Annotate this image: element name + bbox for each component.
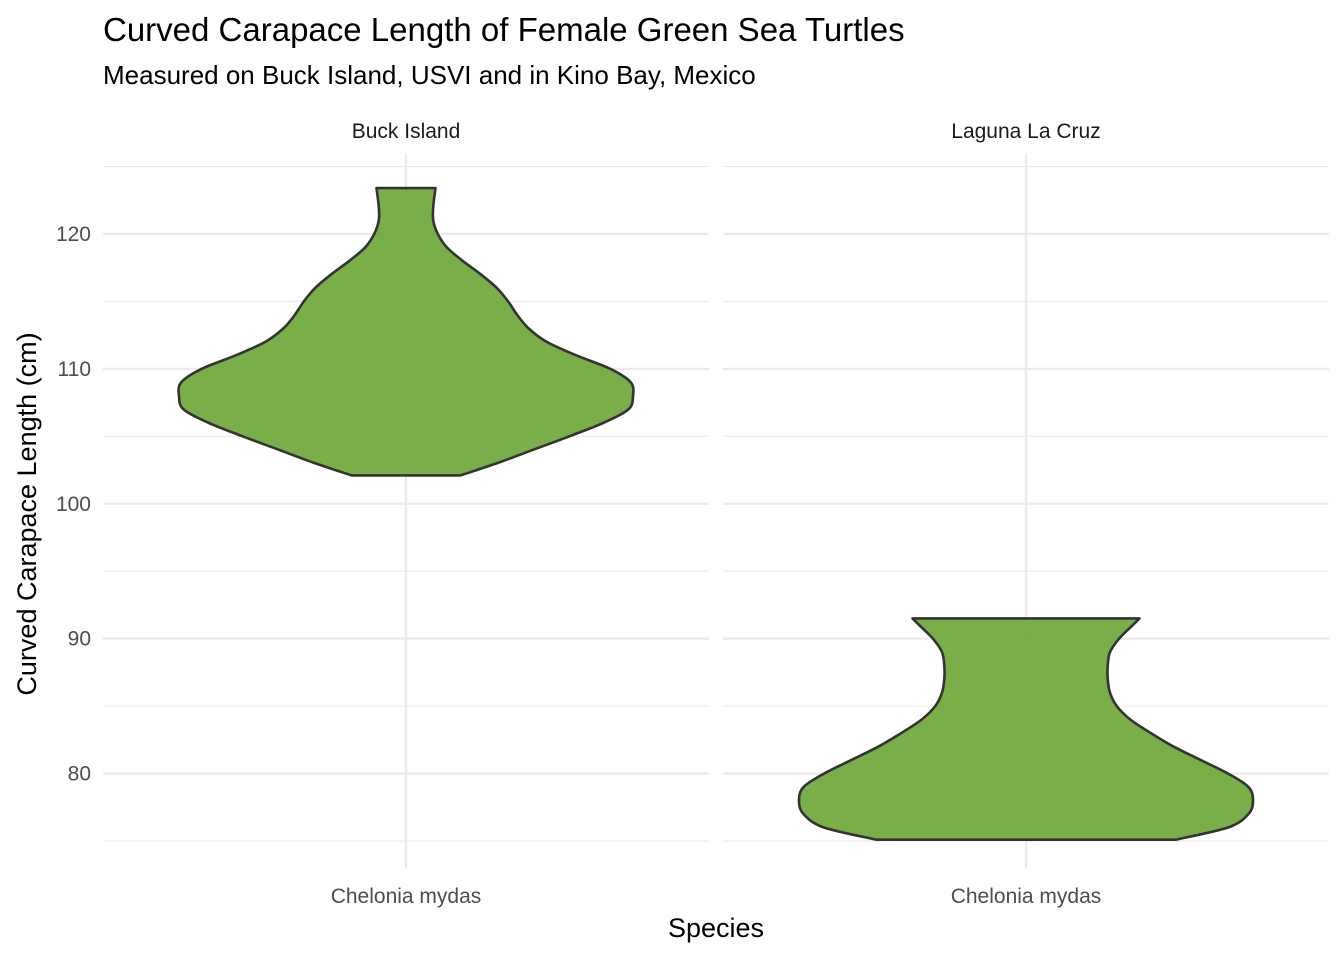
y-tick-label: 120 (56, 223, 91, 246)
y-axis-title: Curved Carapace Length (cm) (12, 332, 42, 695)
chart-subtitle: Measured on Buck Island, USVI and in Kin… (103, 60, 756, 90)
facet-label-buck-island: Buck Island (352, 120, 461, 143)
y-tick-label: 110 (58, 358, 91, 381)
y-tick-label: 80 (68, 763, 91, 786)
y-tick-label: 90 (68, 628, 91, 651)
chart-title: Curved Carapace Length of Female Green S… (103, 11, 905, 48)
violin-shape (177, 186, 635, 477)
facet-label-laguna-la-cruz: Laguna La Cruz (951, 120, 1100, 143)
y-axis-ticks: 80 90 100 110 120 (56, 223, 91, 786)
panel-buck-island: Buck Island Chelonia mydas (103, 120, 709, 908)
x-axis-title: Species (668, 913, 764, 943)
x-tick-label: Chelonia mydas (951, 885, 1102, 908)
violin-layer (177, 186, 635, 477)
x-tick-label: Chelonia mydas (331, 885, 482, 908)
y-tick-label: 100 (56, 493, 91, 516)
panel-laguna-la-cruz: Laguna La Cruz Chelonia mydas (723, 120, 1329, 908)
violin-shape (797, 617, 1255, 841)
violin-layer (797, 617, 1255, 841)
